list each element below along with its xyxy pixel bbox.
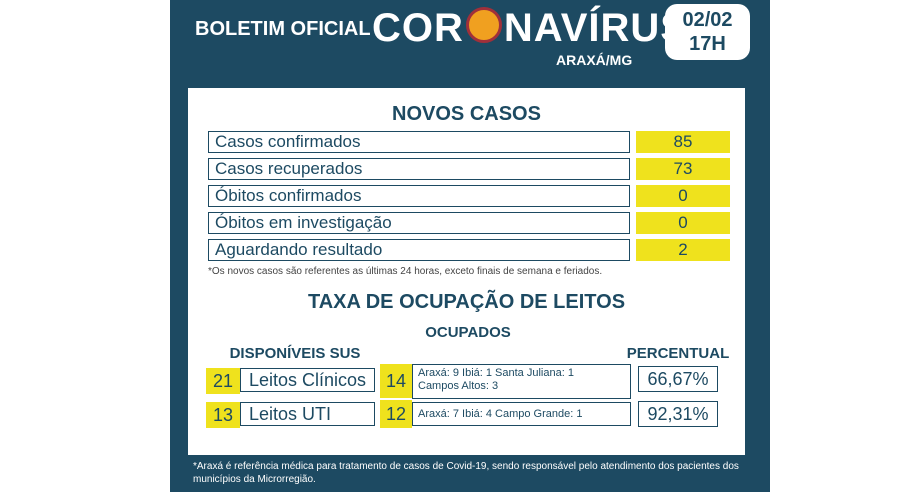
case-label: Casos confirmados	[208, 131, 630, 153]
new-cases-title: NOVOS CASOS	[392, 103, 541, 125]
case-label: Aguardando resultado	[208, 239, 630, 261]
bulletin-prefix: BOLETIM OFICIAL	[195, 18, 371, 40]
occupied-count: 12	[380, 400, 412, 428]
case-value: 73	[636, 158, 730, 180]
case-value: 85	[636, 131, 730, 153]
case-label: Óbitos confirmados	[208, 185, 630, 207]
bulletin-title: COR NAVÍRUS	[372, 6, 688, 51]
date: 02/02	[682, 9, 733, 31]
occupied-count: 14	[380, 364, 412, 398]
beds-title: TAXA DE OCUPAÇÃO DE LEITOS	[307, 291, 626, 313]
title-right: NAVÍRUS	[503, 6, 688, 50]
occupied-header: OCUPADOS	[425, 324, 511, 341]
percent-value: 66,67%	[638, 366, 718, 392]
available-header: DISPONÍVEIS SUS	[229, 345, 361, 362]
time: 17H	[689, 33, 726, 55]
title-left: COR	[372, 6, 464, 50]
case-label: Óbitos em investigação	[208, 212, 630, 234]
case-value: 2	[636, 239, 730, 261]
bed-type: Leitos UTI	[240, 402, 375, 426]
bed-type: Leitos Clínicos	[240, 368, 375, 392]
case-value: 0	[636, 185, 730, 207]
location: ARAXÁ/MG	[556, 52, 633, 68]
available-count: 13	[206, 402, 240, 428]
percent-value: 92,31%	[638, 401, 718, 427]
case-label: Casos recuperados	[208, 158, 630, 180]
date-badge: 02/02 17H	[665, 4, 750, 60]
occupied-detail: Araxá: 9 Ibiá: 1 Santa Juliana: 1 Campos …	[412, 364, 631, 399]
occupied-detail: Araxá: 7 Ibiá: 4 Campo Grande: 1	[412, 402, 631, 426]
footer-note: *Araxá é referência médica para tratamen…	[193, 461, 739, 485]
virus-icon	[465, 7, 502, 43]
detail-line: Campos Altos: 3	[418, 380, 499, 392]
new-cases-note: *Os novos casos são referentes as última…	[208, 266, 603, 277]
detail-line: Araxá: 9 Ibiá: 1 Santa Juliana: 1	[418, 367, 574, 379]
available-count: 21	[206, 368, 240, 394]
case-value: 0	[636, 212, 730, 234]
percent-header: PERCENTUAL	[626, 345, 730, 362]
